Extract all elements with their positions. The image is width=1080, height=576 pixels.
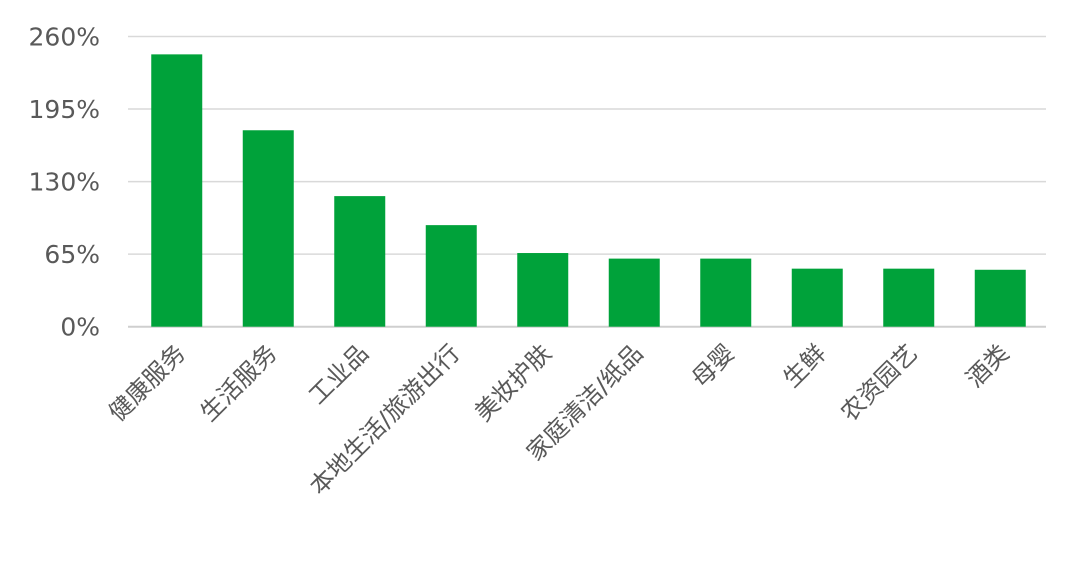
x-tick-label: 本地生活/旅游出行 <box>304 339 465 500</box>
y-tick-label: 65% <box>44 240 100 269</box>
x-tick-label: 母婴 <box>686 339 740 393</box>
bar-3 <box>334 196 386 327</box>
x-tick-label: 生鲜 <box>778 339 832 393</box>
bar-6 <box>608 258 660 327</box>
x-tick-label: 农资园艺 <box>835 339 923 427</box>
bar-1 <box>151 54 203 327</box>
bar-5 <box>517 253 569 327</box>
y-tick-label: 130% <box>29 168 100 197</box>
bar-9 <box>883 268 935 327</box>
x-tick-label: 酒类 <box>961 339 1015 393</box>
bar-8 <box>791 268 843 327</box>
bar-4 <box>425 225 477 327</box>
x-tick-label: 美妆护肤 <box>469 339 557 427</box>
y-tick-label: 260% <box>29 23 100 52</box>
bar-7 <box>700 258 752 327</box>
y-tick-label: 195% <box>29 95 100 124</box>
bar-10 <box>974 269 1026 327</box>
x-tick-label: 健康服务 <box>103 339 191 427</box>
y-tick-label: 0% <box>60 313 100 342</box>
x-tick-label: 工业品 <box>303 339 374 410</box>
x-tick-label: 生活服务 <box>195 339 283 427</box>
bar-2 <box>242 130 294 327</box>
